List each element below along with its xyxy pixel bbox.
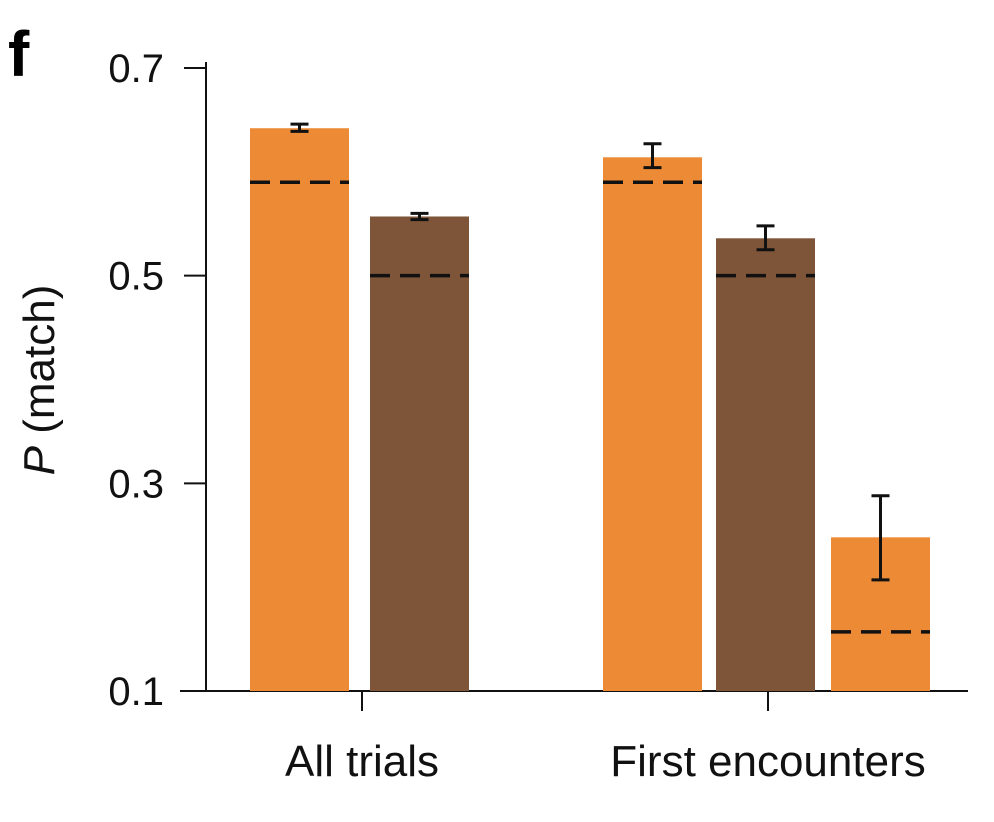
x-category-label: All trials [285, 737, 439, 786]
bars [250, 122, 930, 692]
y-tick-label: 0.1 [108, 670, 164, 714]
y-tick-label: 0.5 [108, 255, 164, 299]
bar [370, 216, 469, 691]
y-axis-label-italic: P [15, 445, 64, 475]
bar [716, 238, 815, 691]
y-axis-label-rest: (match) [15, 285, 64, 446]
bar [603, 157, 702, 692]
axes: 0.1 0.3 0.5 0.7 All trials First encounters [108, 47, 968, 786]
x-category-label: First encounters [610, 737, 925, 786]
y-axis-label: P (match) [15, 285, 64, 476]
bar [250, 128, 349, 691]
y-tick-label: 0.3 [108, 462, 164, 506]
y-tick-label: 0.7 [108, 47, 164, 91]
panel-label: f [8, 18, 30, 90]
